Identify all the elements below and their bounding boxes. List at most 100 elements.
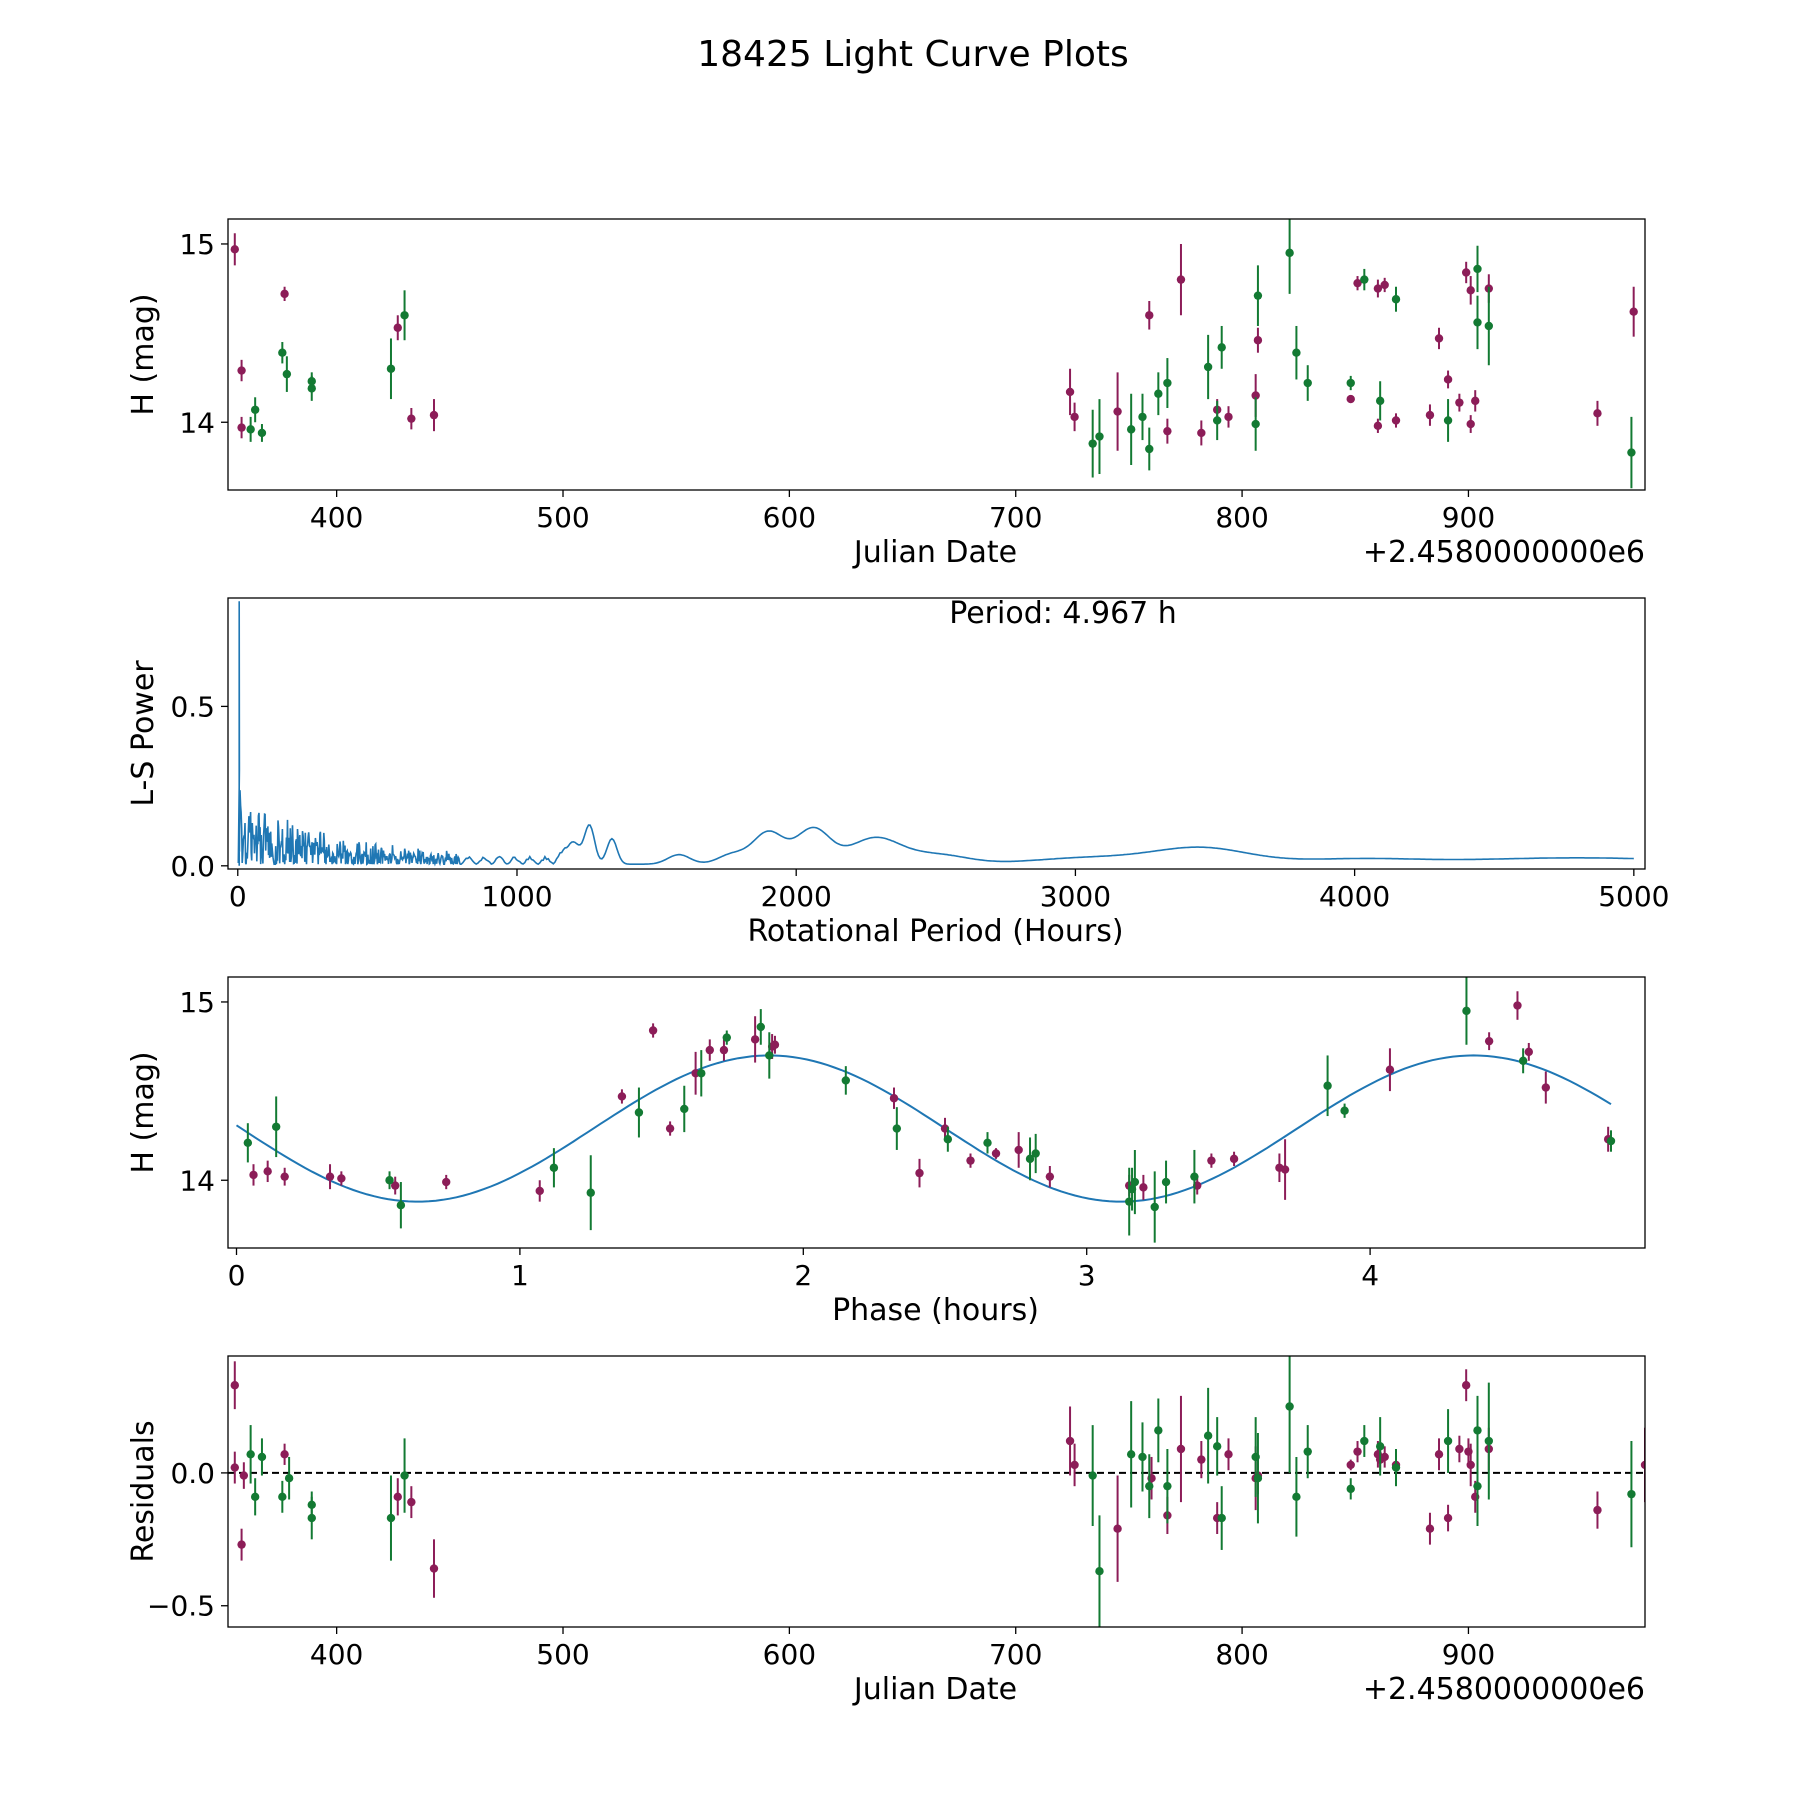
- axes-frame: [227, 1355, 1646, 1628]
- data-point: [1353, 278, 1362, 288]
- x-tick-label: 3000: [1040, 880, 1111, 913]
- data-point: [1126, 1450, 1136, 1459]
- data-point: [1065, 1436, 1075, 1446]
- data-point: [1253, 291, 1263, 300]
- data-point: [407, 1497, 416, 1507]
- data-point: [1251, 419, 1260, 429]
- data-point: [1176, 1444, 1186, 1454]
- data-point: [665, 1124, 675, 1133]
- data-point: [442, 1177, 451, 1187]
- data-point: [756, 1022, 765, 1032]
- data-point: [1207, 1156, 1216, 1165]
- data-point: [1593, 409, 1602, 418]
- data-point: [237, 423, 246, 432]
- data-point: [1629, 307, 1638, 316]
- data-point: [1025, 1154, 1035, 1164]
- series-red: [230, 233, 1638, 451]
- data-point: [1360, 1436, 1369, 1446]
- data-point: [1455, 1444, 1464, 1454]
- data-point: [1461, 268, 1471, 277]
- data-point: [429, 1564, 439, 1573]
- data-point: [722, 1033, 731, 1042]
- data-point: [1126, 425, 1136, 434]
- data-point: [1373, 284, 1383, 293]
- data-point: [1606, 1136, 1616, 1146]
- data-point: [841, 1076, 851, 1085]
- data-point: [1443, 1513, 1453, 1523]
- data-point: [1138, 412, 1147, 422]
- data-point: [1391, 295, 1401, 304]
- data-point: [400, 311, 409, 320]
- data-point: [1627, 1489, 1636, 1499]
- y-axis-label: Residuals: [126, 1420, 161, 1562]
- data-point: [246, 425, 255, 434]
- data-point: [617, 1092, 627, 1101]
- x-tick-label: 0: [228, 1259, 246, 1292]
- data-point: [257, 428, 267, 438]
- data-point: [230, 1463, 239, 1472]
- x-tick-label: 700: [989, 1638, 1042, 1671]
- data-point: [337, 1174, 346, 1183]
- y-axis-label: H (mag): [126, 293, 161, 415]
- data-point: [705, 1045, 714, 1055]
- data-point: [1217, 343, 1226, 352]
- y-tick-label: 0.0: [170, 1457, 215, 1490]
- data-point: [1229, 1154, 1239, 1164]
- data-point: [719, 1045, 729, 1055]
- data-point: [250, 1492, 260, 1502]
- data-point: [1473, 1426, 1482, 1435]
- data-point: [1163, 378, 1172, 388]
- data-point: [983, 1138, 992, 1148]
- data-point: [1176, 275, 1186, 284]
- data-point: [1385, 1065, 1395, 1074]
- data-point: [1541, 1083, 1551, 1092]
- x-tick-label: 900: [1442, 501, 1495, 534]
- data-point: [249, 1170, 258, 1180]
- data-point: [1292, 348, 1301, 357]
- data-point: [1088, 439, 1097, 448]
- data-point: [1425, 410, 1435, 420]
- data-point: [307, 1513, 316, 1523]
- data-point: [1375, 396, 1385, 406]
- y-tick-label: 0.5: [170, 690, 215, 723]
- data-point: [1466, 286, 1475, 295]
- data-point: [1346, 1460, 1355, 1470]
- data-point: [1640, 1460, 1645, 1470]
- data-point: [1425, 1524, 1435, 1533]
- y-tick-label: 15: [179, 986, 215, 1019]
- x-tick-label: 500: [536, 1638, 589, 1671]
- data-point: [280, 1172, 289, 1181]
- data-point: [307, 384, 316, 393]
- data-point: [1513, 1001, 1522, 1010]
- data-point: [325, 1172, 335, 1181]
- data-point: [1163, 1481, 1172, 1491]
- data-point: [1323, 1081, 1332, 1090]
- data-point: [1065, 387, 1075, 397]
- data-point: [1473, 1481, 1482, 1491]
- data-point: [246, 1450, 255, 1459]
- data-point: [1473, 264, 1482, 274]
- data-point: [1150, 1202, 1159, 1212]
- data-point: [1346, 394, 1355, 404]
- data-point: [1484, 1436, 1494, 1446]
- data-point: [1471, 396, 1480, 406]
- x-tick-label: 2: [794, 1259, 812, 1292]
- y-axis-label: H (mag): [126, 1051, 161, 1173]
- data-point: [1014, 1145, 1023, 1155]
- data-point: [1145, 444, 1154, 454]
- data-point: [1203, 362, 1213, 372]
- data-point: [1391, 1463, 1401, 1472]
- data-point: [400, 1471, 409, 1480]
- data-point: [1253, 336, 1263, 345]
- series-red: [249, 991, 1613, 1202]
- data-point: [393, 323, 402, 332]
- data-point: [429, 410, 439, 420]
- data-point: [1455, 398, 1464, 407]
- data-point: [1253, 1474, 1263, 1483]
- data-point: [1340, 1106, 1349, 1115]
- data-point: [1461, 1381, 1471, 1390]
- data-point: [1303, 378, 1312, 388]
- data-point: [1443, 375, 1453, 384]
- data-point: [278, 1492, 287, 1502]
- data-point: [1163, 426, 1172, 436]
